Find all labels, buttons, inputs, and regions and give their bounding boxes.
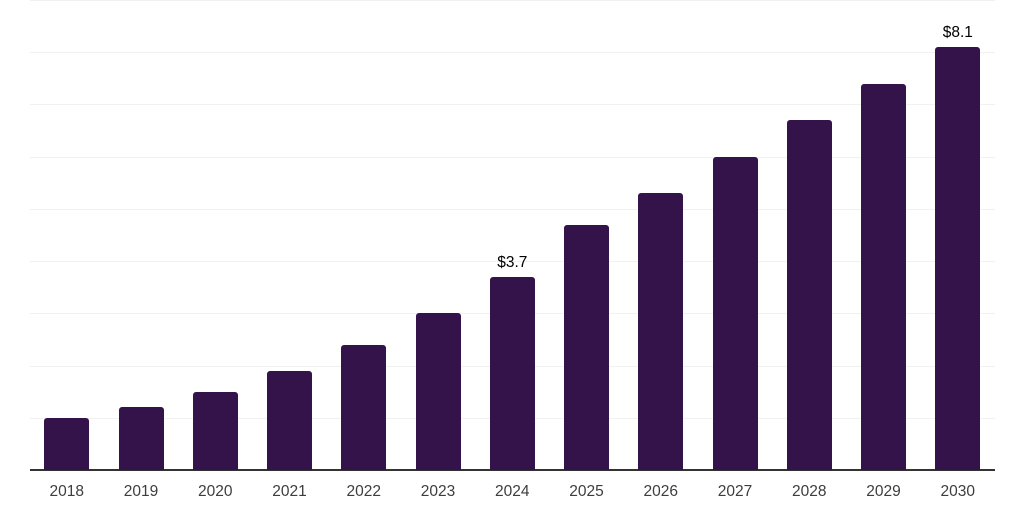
bar-2024 (489, 276, 535, 470)
value-label-2030: $8.1 (942, 24, 973, 41)
x-tick-label-2025: 2025 (569, 483, 604, 500)
bar-2028 (786, 120, 832, 470)
gridline (30, 0, 995, 1)
x-tick-label-2028: 2028 (792, 483, 827, 500)
gridline (30, 208, 995, 210)
gridline (30, 156, 995, 158)
x-tick-label-2026: 2026 (643, 483, 679, 500)
bar-2020 (192, 391, 238, 470)
bar-2022 (341, 344, 387, 470)
value-label-2024: $3.7 (497, 253, 528, 271)
gridline (30, 52, 995, 54)
x-tick-label-2030: 2030 (940, 483, 976, 500)
bar-2023 (415, 313, 461, 470)
bar-2025 (564, 224, 610, 470)
x-axis-line (30, 469, 995, 471)
bar-2018 (44, 417, 90, 470)
x-tick-label-2018: 2018 (49, 483, 85, 500)
bar-2021 (267, 370, 313, 470)
bar-2026 (638, 193, 684, 470)
bar-2019 (118, 407, 164, 470)
x-tick-label-2019: 2019 (123, 483, 159, 500)
x-tick-label-2023: 2023 (420, 483, 456, 500)
x-tick-label-2024: 2024 (495, 483, 530, 500)
x-tick-label-2027: 2027 (717, 483, 753, 500)
x-tick-label-2022: 2022 (346, 483, 382, 500)
bar-2029 (861, 83, 907, 470)
gridline (30, 104, 995, 106)
x-tick-label-2021: 2021 (272, 483, 307, 500)
bar-2027 (712, 156, 758, 470)
x-tick-label-2029: 2029 (866, 483, 901, 500)
bar-2030 (935, 47, 981, 470)
x-tick-label-2020: 2020 (198, 483, 233, 500)
